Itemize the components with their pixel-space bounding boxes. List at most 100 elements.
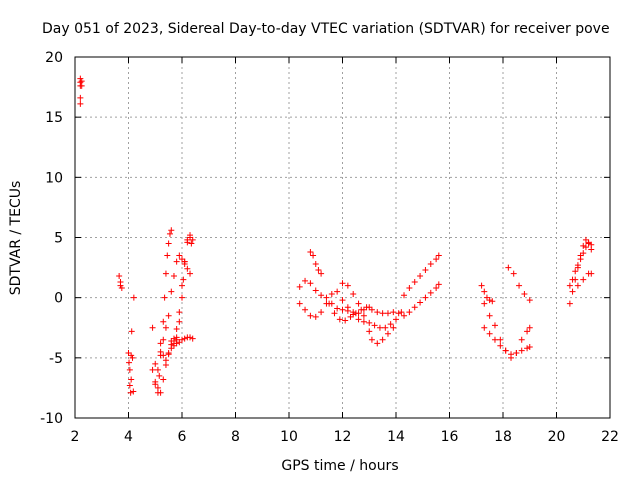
data-point-pass-11b [368, 306, 375, 313]
data-point-pass-11a [310, 252, 317, 259]
data-point-pass-14a [411, 304, 418, 311]
data-point-track-d [176, 309, 183, 316]
data-point-pass-10a [371, 322, 378, 329]
data-point-early [77, 100, 84, 107]
data-point-pass-21a [572, 268, 579, 275]
data-point-pass-12a [390, 324, 397, 331]
data-point-pass-17a [526, 344, 533, 351]
axis-ticks: 2 4 6 8 10 12 14 16 18 20 22 -10 -5 0 5 10 15 20 [40, 50, 619, 445]
data-point-hour4 [129, 354, 136, 361]
data-point-pass-21b [569, 288, 576, 295]
data-point-pass-14b [401, 292, 408, 299]
data-point-pass-14b [422, 266, 429, 273]
data-point-pass-10a [334, 288, 341, 295]
data-point-track-c [154, 366, 161, 373]
x-tick-label: 14 [387, 429, 405, 445]
data-point-pass-17c [486, 297, 493, 304]
data-point-pass-12a [344, 282, 351, 289]
data-point-track-d [173, 325, 180, 332]
data-point-track-d [189, 236, 196, 243]
y-tick-label: 0 [54, 291, 63, 307]
data-point-pass-12a [360, 312, 367, 319]
data-points [77, 75, 595, 396]
data-point-hour4 [127, 389, 134, 396]
y-tick-label: -10 [40, 411, 63, 427]
data-point-track-d [160, 352, 167, 359]
data-point-pass-11b [379, 310, 386, 317]
y-tick-label: 15 [45, 110, 63, 126]
data-point-pass-14a [422, 294, 429, 301]
data-point-pass-18a [526, 297, 533, 304]
data-point-track-c [184, 265, 191, 272]
data-point-track-d [179, 282, 185, 289]
data-point-track-b [165, 240, 172, 247]
data-point-pass-11b [336, 316, 343, 323]
data-point-track-c [160, 336, 167, 343]
data-point-pass-21b [582, 236, 589, 243]
data-point-pass-10b [334, 305, 341, 312]
data-point-pass-10a [398, 309, 405, 316]
data-point-pass-12a [366, 328, 373, 335]
data-point-pass-21b [577, 252, 584, 259]
data-point-pass-21b [566, 300, 573, 307]
data-point-pass-10b [323, 294, 330, 301]
data-point-pass-14a [427, 289, 434, 296]
x-tick-label: 2 [71, 429, 80, 445]
data-point-track-e [176, 318, 183, 325]
x-tick-label: 12 [334, 429, 352, 445]
data-point-pass-14b [417, 273, 424, 280]
data-point-pass-21b [574, 264, 581, 271]
data-point-pass-10b [339, 306, 346, 313]
data-point-track-a [152, 360, 159, 367]
data-point-pass-10a [382, 324, 389, 331]
data-point-track-e [180, 276, 187, 283]
data-point-pass-17b [481, 300, 488, 307]
data-point-pass-11b [395, 310, 402, 317]
data-point-pass-21b [588, 246, 595, 253]
data-point-pass-21c [580, 276, 587, 283]
data-point-track-c [176, 252, 183, 259]
data-point-pass-17c [478, 282, 485, 289]
data-point-early [77, 94, 84, 101]
data-point-hour4 [126, 366, 133, 373]
data-point-pass-11b [358, 306, 365, 313]
data-point-pass-17b [502, 347, 509, 354]
data-point-pass-11b [347, 313, 354, 320]
data-point-hour4 [126, 382, 133, 389]
data-point-pass-10a [376, 324, 383, 331]
data-point-pass-17b [513, 350, 520, 357]
data-point-track-b [156, 372, 163, 379]
data-point-pass-10a [312, 313, 319, 320]
data-point-hour4 [128, 328, 135, 335]
data-point-pass-17c [481, 288, 488, 295]
x-axis-label: GPS time / hours [281, 458, 398, 474]
data-point-pass-12a [368, 336, 375, 343]
data-point-pass-10a [366, 319, 373, 326]
chart-title: Day 051 of 2023, Sidereal Day-to-day VTE… [42, 21, 610, 37]
data-point-pass-17a [524, 345, 531, 352]
data-point-pass-11b [374, 309, 381, 316]
data-point-pass-10a [296, 300, 303, 307]
data-point-pass-18a [510, 270, 517, 277]
data-point-pass-10a [339, 297, 346, 304]
data-point-pass-17b [518, 336, 525, 343]
data-point-pass-18a [516, 282, 523, 289]
y-tick-label: 5 [54, 231, 63, 247]
data-point-pass-17c [489, 298, 496, 305]
data-point-hour4 [128, 376, 135, 383]
data-point-pass-10a [307, 312, 314, 319]
data-point-pass-21c [574, 282, 581, 289]
data-point-pass-17b [508, 354, 515, 361]
data-point-pass-10a [302, 306, 309, 313]
data-point-track-b [162, 270, 169, 277]
data-point-pass-10b [302, 277, 309, 284]
data-point-pass-11a [318, 270, 325, 277]
data-point-pass-17a [486, 330, 493, 337]
data-point-pass-17a [518, 347, 525, 354]
data-point-pass-10b [307, 280, 314, 287]
data-point-pass-10b [344, 307, 351, 314]
data-point-pass-11b [342, 317, 349, 324]
plot-frame [74, 56, 611, 419]
data-point-pass-10a [387, 321, 394, 328]
